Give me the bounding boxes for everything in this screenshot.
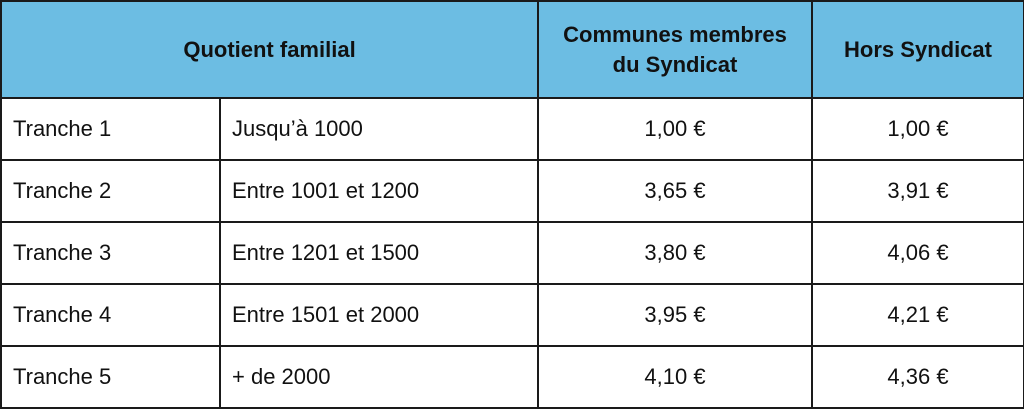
range-cell: Entre 1201 et 1500 — [218, 221, 540, 285]
header-communes-membres-line2: du Syndicat — [612, 51, 738, 77]
table-row: Tranche 4 Entre 1501 et 2000 3,95 € 4,21… — [0, 283, 1024, 347]
header-communes-membres: Communes membres du Syndicat — [537, 0, 814, 99]
price-hors-cell: 4,36 € — [811, 345, 1024, 409]
table-row: Tranche 2 Entre 1001 et 1200 3,65 € 3,91… — [0, 159, 1024, 223]
range-cell: Entre 1001 et 1200 — [218, 159, 540, 223]
price-hors-cell: 3,91 € — [811, 159, 1024, 223]
range-cell: Jusqu’à 1000 — [218, 97, 540, 161]
price-membres-cell: 4,10 € — [537, 345, 814, 409]
tranche-cell: Tranche 2 — [0, 159, 221, 223]
header-row: Quotient familial Communes membres du Sy… — [0, 0, 1024, 99]
tranche-cell: Tranche 1 — [0, 97, 221, 161]
table-row: Tranche 5 + de 2000 4,10 € 4,36 € — [0, 345, 1024, 409]
table-row: Tranche 3 Entre 1201 et 1500 3,80 € 4,06… — [0, 221, 1024, 285]
price-hors-cell: 4,21 € — [811, 283, 1024, 347]
header-quotient-familial: Quotient familial — [0, 0, 540, 99]
header-communes-membres-line1: Communes membres — [563, 21, 787, 47]
price-membres-cell: 3,65 € — [537, 159, 814, 223]
range-cell: + de 2000 — [218, 345, 540, 409]
price-hors-cell: 4,06 € — [811, 221, 1024, 285]
range-cell: Entre 1501 et 2000 — [218, 283, 540, 347]
tranche-cell: Tranche 3 — [0, 221, 221, 285]
tranche-cell: Tranche 4 — [0, 283, 221, 347]
tranche-cell: Tranche 5 — [0, 345, 221, 409]
price-membres-cell: 3,80 € — [537, 221, 814, 285]
price-membres-cell: 3,95 € — [537, 283, 814, 347]
price-hors-cell: 1,00 € — [811, 97, 1024, 161]
header-hors-syndicat: Hors Syndicat — [811, 0, 1024, 99]
table-row: Tranche 1 Jusqu’à 1000 1,00 € 1,00 € — [0, 97, 1024, 161]
price-membres-cell: 1,00 € — [537, 97, 814, 161]
